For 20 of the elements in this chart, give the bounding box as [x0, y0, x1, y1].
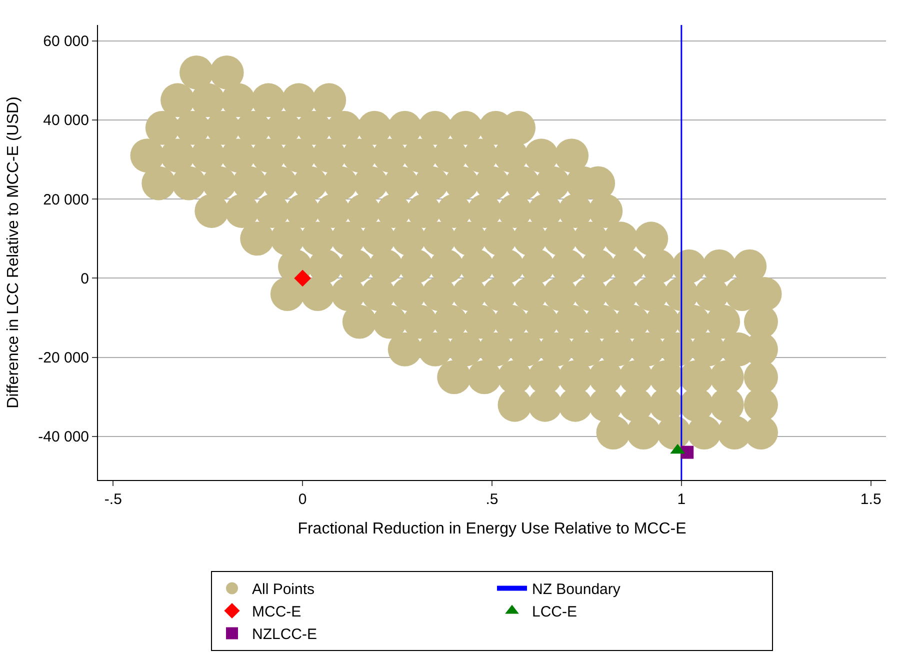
x-tick-label: 0 [298, 491, 307, 508]
x-tick-label: .5 [486, 491, 498, 508]
legend-label: NZLCC-E [252, 626, 318, 644]
legend-label: MCC-E [252, 604, 302, 621]
y-tick-label: 0 [80, 270, 89, 288]
legend-label: NZ Boundary [532, 581, 621, 598]
x-tick-label: -.5 [104, 491, 122, 508]
x-tick-label: 1.5 [860, 491, 882, 508]
point [294, 270, 312, 287]
point [680, 446, 694, 459]
y-tick-label: 60 000 [43, 33, 89, 50]
legend-label: All Points [252, 581, 315, 598]
y-tick-label: 40 000 [43, 112, 89, 130]
y-tick-label: -20 000 [38, 350, 89, 367]
y-tick-label: 20 000 [43, 191, 89, 208]
x-axis-title: Fractional Reduction in Energy Use Relative to MCC-E [298, 520, 686, 538]
legend-label: LCC-E [532, 604, 578, 621]
x-tick-label: 1 [677, 491, 686, 508]
y-axis-title: Difference in LCC Relative to MCC-E (USD) [5, 96, 22, 408]
y-tick-label: -40 000 [38, 428, 89, 446]
